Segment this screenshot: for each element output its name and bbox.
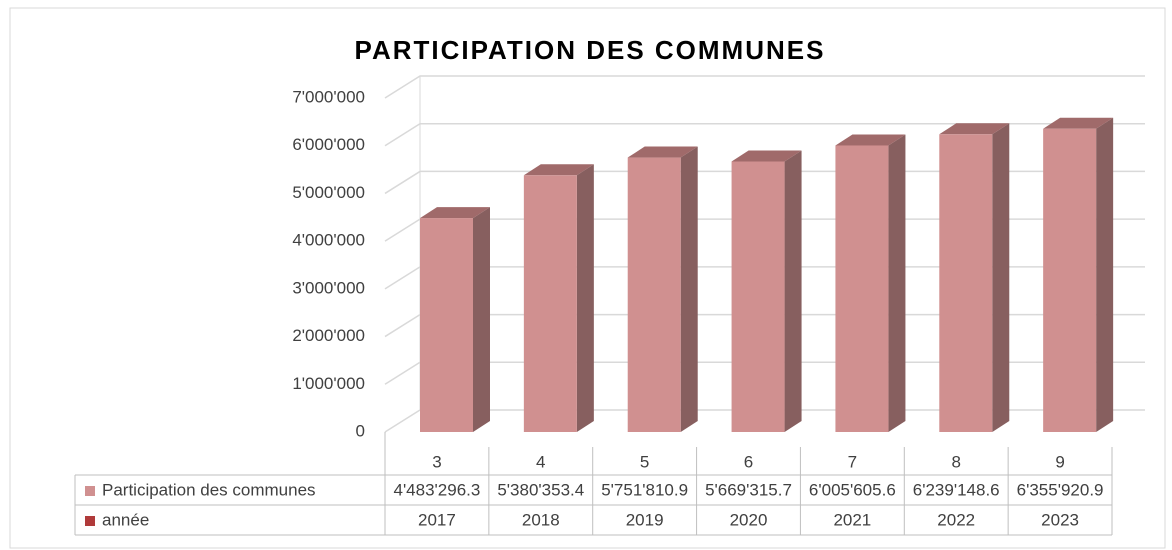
bar-top xyxy=(1043,117,1114,129)
x-tick-label: 3 xyxy=(432,452,441,471)
x-tick-label: 9 xyxy=(1055,452,1064,471)
table-value: 2019 xyxy=(626,510,664,529)
x-tick-label: 6 xyxy=(744,452,753,471)
bar-side xyxy=(784,150,802,432)
bar-side xyxy=(1096,117,1114,432)
bar xyxy=(939,134,993,433)
table-value: 2020 xyxy=(730,510,768,529)
bar xyxy=(731,161,785,432)
table-value: 2022 xyxy=(937,510,975,529)
y-tick-label: 6'000'000 xyxy=(292,135,365,154)
table-value: 2017 xyxy=(418,510,456,529)
bar-side xyxy=(473,207,490,432)
chart-title: PARTICIPATION DES COMMUNES xyxy=(355,35,826,65)
x-tick-label: 7 xyxy=(848,452,857,471)
bar-top xyxy=(835,134,906,146)
y-tick-label: 2'000'000 xyxy=(292,326,365,345)
bar-side xyxy=(680,146,698,432)
table-value: 2018 xyxy=(522,510,560,529)
table-value: 6'355'920.9 xyxy=(1017,480,1104,499)
bar xyxy=(835,145,889,432)
bar-top xyxy=(939,123,1010,135)
y-tick-label: 7'000'000 xyxy=(292,87,365,106)
y-tick-label: 4'000'000 xyxy=(292,231,365,250)
bar xyxy=(1043,128,1097,432)
x-tick-label: 4 xyxy=(536,452,545,471)
grid-line xyxy=(384,75,1145,99)
bar xyxy=(523,175,577,432)
x-tick-label: 5 xyxy=(640,452,649,471)
bar-top xyxy=(627,146,698,158)
legend-key xyxy=(85,516,95,526)
chart-border xyxy=(9,7,1166,549)
table-value: 5'751'810.9 xyxy=(601,480,688,499)
legend-label: Participation des communes xyxy=(102,480,316,499)
table-value: 4'483'296.3 xyxy=(393,480,480,499)
table-value: 5'380'353.4 xyxy=(497,480,584,499)
bar-side xyxy=(888,134,906,432)
table-value: 5'669'315.7 xyxy=(705,480,792,499)
bar-top xyxy=(523,164,594,176)
y-tick-label: 5'000'000 xyxy=(292,183,365,202)
bar xyxy=(420,218,473,432)
table-value: 2023 xyxy=(1041,510,1079,529)
table-value: 6'005'605.6 xyxy=(809,480,896,499)
bar-side xyxy=(576,164,594,432)
bar xyxy=(627,157,681,432)
y-tick-label: 0 xyxy=(356,421,365,440)
y-tick-label: 3'000'000 xyxy=(292,278,365,297)
grid-line xyxy=(384,122,1145,147)
y-tick-label: 1'000'000 xyxy=(292,374,365,393)
bar-top xyxy=(731,150,802,162)
legend-label: année xyxy=(102,510,149,529)
table-value: 6'239'148.6 xyxy=(913,480,1000,499)
legend-key xyxy=(85,486,95,496)
bar-top xyxy=(420,207,490,219)
bar-side xyxy=(992,123,1010,433)
table-value: 2021 xyxy=(833,510,871,529)
x-tick-label: 8 xyxy=(951,452,960,471)
